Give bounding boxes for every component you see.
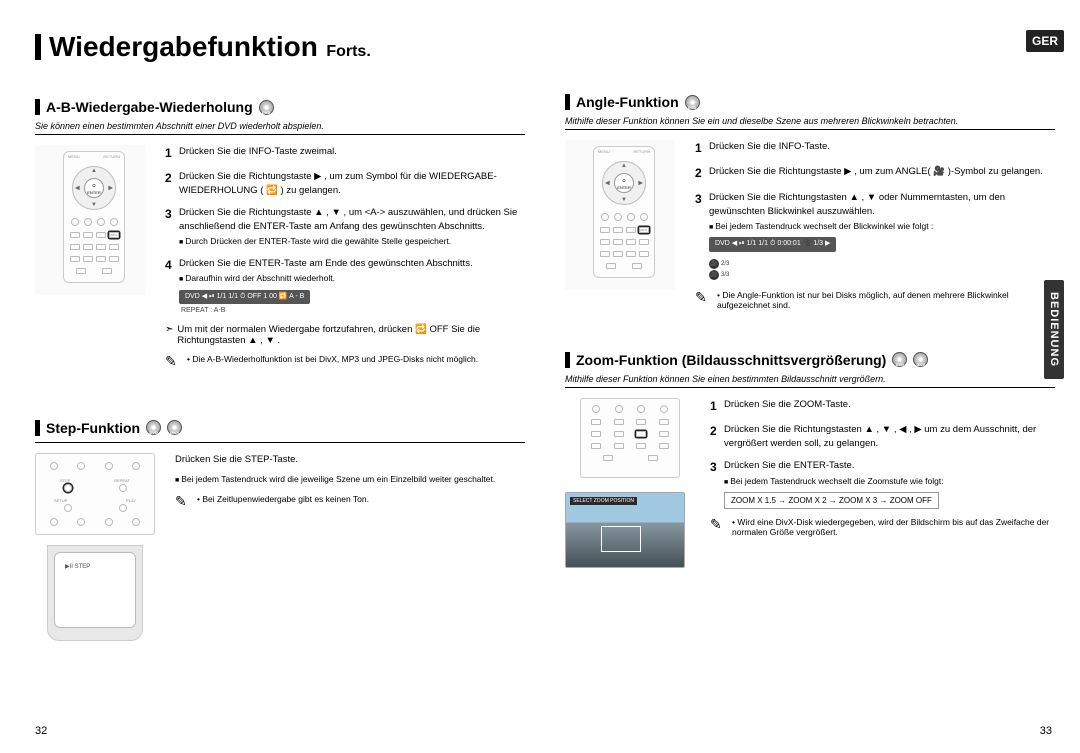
angle-s1: Drücken Sie die INFO-Taste. (709, 140, 1055, 157)
ab-continue: Um mit der normalen Wiedergabe fortzufah… (165, 324, 525, 346)
ab-step3: Drücken Sie die Richtungstaste ▲ , ▼ , u… (179, 206, 525, 249)
zoom-sequence: ZOOM X 1.5 → ZOOM X 2 → ZOOM X 3 → ZOOM … (724, 492, 939, 510)
title-sub: Forts. (322, 43, 371, 61)
ab-step2: Drücken Sie die Richtungstaste ▶ , um zu… (179, 170, 525, 198)
step-s1: Drücken Sie die STEP-Taste. (175, 453, 525, 467)
angle-steps: 1Drücken Sie die INFO-Taste. 2Drücken Si… (695, 140, 1055, 282)
disc-icon (685, 95, 700, 110)
remote-return-label: RETURN (103, 154, 120, 159)
dpad: ▲▼ ◀▶ ⭘ENTER (72, 166, 116, 210)
ab-repeat-label: REPEAT : A-B (181, 306, 525, 316)
zoom-s3-note: Bei jedem Tastendruck wechselt die Zooms… (724, 475, 1055, 488)
disc-icon (913, 352, 928, 367)
main-title: Wiedergabefunktion Forts. (35, 30, 525, 63)
angle-s3: Drücken Sie die Richtungstasten ▲ , ▼ od… (709, 191, 1055, 282)
page-number-right: 33 (1040, 725, 1052, 737)
screen-illustration: ▶II STEP (35, 545, 155, 645)
step-button-highlight (64, 484, 72, 492)
step-s1-note: Bei jedem Tastendruck wird die jeweilige… (175, 473, 525, 486)
disc-icon (892, 352, 907, 367)
zoom-s3: Drücken Sie die ENTER-Taste. Bei jedem T… (724, 459, 1055, 510)
dpad: ▲▼ ◀▶ ⭘ENTER (602, 161, 646, 205)
remote-menu-label: MENU (68, 154, 80, 159)
zoom-photo-label: SELECT ZOOM POSITION (570, 497, 637, 505)
ab-step4-note: Daraufhin wird der Abschnitt wiederholt. (179, 272, 525, 285)
remote-illustration: MENU RETURN ▲▼ ◀▶ ⭘ENTER INFO (565, 140, 675, 290)
ab-steps: 1Drücken Sie die INFO-Taste zweimal. 2Dr… (165, 145, 525, 316)
section-angle-sub: Mithilfe dieser Funktion können Sie ein … (565, 116, 1055, 126)
angle-list: 🎥2/3 🎥3/3 (709, 258, 1055, 280)
enter-button: ⭘ENTER (614, 173, 634, 193)
section-zoom-sub: Mithilfe dieser Funktion können Sie eine… (565, 374, 1055, 384)
angle-note: ✎ • Die Angle-Funktion ist nur bei Disks… (695, 290, 1055, 310)
zoom-steps: 1Drücken Sie die ZOOM-Taste. 2Drücken Si… (710, 398, 1055, 509)
section-ab-sub: Sie können einen bestimmten Abschnitt ei… (35, 121, 525, 131)
page-number-left: 32 (35, 725, 47, 737)
disc-icon (259, 100, 274, 115)
step-steps: Drücken Sie die STEP-Taste. Bei jedem Ta… (175, 453, 525, 486)
ab-infobar: DVD ◀ ⏯ 1/1 1/1 ⏱ OFF 1 00 🔁 A - B (179, 290, 310, 304)
left-column: Wiedergabefunktion Forts. A-B-Wiedergabe… (35, 30, 525, 733)
note-icon: ✎ (695, 290, 711, 306)
zoom-note: ✎ • Wird eine DivX-Disk wiedergegeben, w… (710, 517, 1055, 537)
ab-step4: Drücken Sie die ENTER-Taste am Ende des … (179, 257, 525, 316)
info-button-highlight: INFO (109, 232, 119, 238)
step-note: ✎ • Bei Zeitlupenwiedergabe gibt es kein… (175, 494, 525, 510)
disc-icon (167, 420, 182, 435)
angle-infobar: DVD ◀ ⏯ 1/1 1/1 ⏱ 0:00:01 🎥 1/3 ▶ (709, 237, 836, 251)
angle-s3-note: Bei jedem Tastendruck wechselt der Blick… (709, 220, 1055, 233)
zoom-s1: Drücken Sie die ZOOM-Taste. (724, 398, 1055, 415)
remote-return-label: RETURN (633, 149, 650, 154)
section-ab-head: A-B-Wiedergabe-Wiederholung (35, 99, 525, 115)
note-icon: ✎ (710, 517, 726, 533)
remote-zoom-illustration: SELECT ZOOM POSITION (565, 398, 695, 568)
title-text: Wiedergabefunktion (49, 31, 318, 63)
right-column: Angle-Funktion Mithilfe dieser Funktion … (565, 30, 1055, 733)
section-ab-title: A-B-Wiedergabe-Wiederholung (46, 99, 253, 115)
remote-partial: STEP REPEAT SETUP PLAY (35, 453, 155, 535)
ab-step1: Drücken Sie die INFO-Taste zweimal. (179, 145, 525, 162)
remote-illustration: MENU RETURN ▲▼ ◀▶ ⭘ENTER INFO (35, 145, 145, 295)
zoom-button-highlight (636, 431, 646, 437)
info-button-highlight: INFO (639, 227, 649, 233)
zoom-s2: Drücken Sie die Richtungstasten ▲ , ▼ , … (724, 423, 1055, 451)
ab-step3-note: Durch Drücken der ENTER-Taste wird die g… (179, 235, 525, 248)
section-step-head: Step-Funktion (35, 420, 525, 436)
page-spread: Wiedergabefunktion Forts. A-B-Wiedergabe… (0, 0, 1080, 753)
note-icon: ✎ (165, 354, 181, 370)
section-zoom-title: Zoom-Funktion (Bildausschnittsvergrößeru… (576, 352, 886, 368)
zoom-photo: SELECT ZOOM POSITION (565, 492, 685, 568)
disc-icon (146, 420, 161, 435)
enter-button: ⭘ENTER (84, 178, 104, 198)
angle-s2: Drücken Sie die Richtungstaste ▶ , um zu… (709, 165, 1055, 182)
section-step-title: Step-Funktion (46, 420, 140, 436)
section-zoom-head: Zoom-Funktion (Bildausschnittsvergrößeru… (565, 352, 1055, 368)
note-icon: ✎ (175, 494, 191, 510)
remote-menu-label: MENU (598, 149, 610, 154)
screen-step-label: ▶II STEP (65, 563, 90, 570)
ab-note: ✎ • Die A-B-Wiederholfunktion ist bei Di… (165, 354, 525, 370)
section-angle-head: Angle-Funktion (565, 94, 1055, 110)
section-angle-title: Angle-Funktion (576, 94, 679, 110)
